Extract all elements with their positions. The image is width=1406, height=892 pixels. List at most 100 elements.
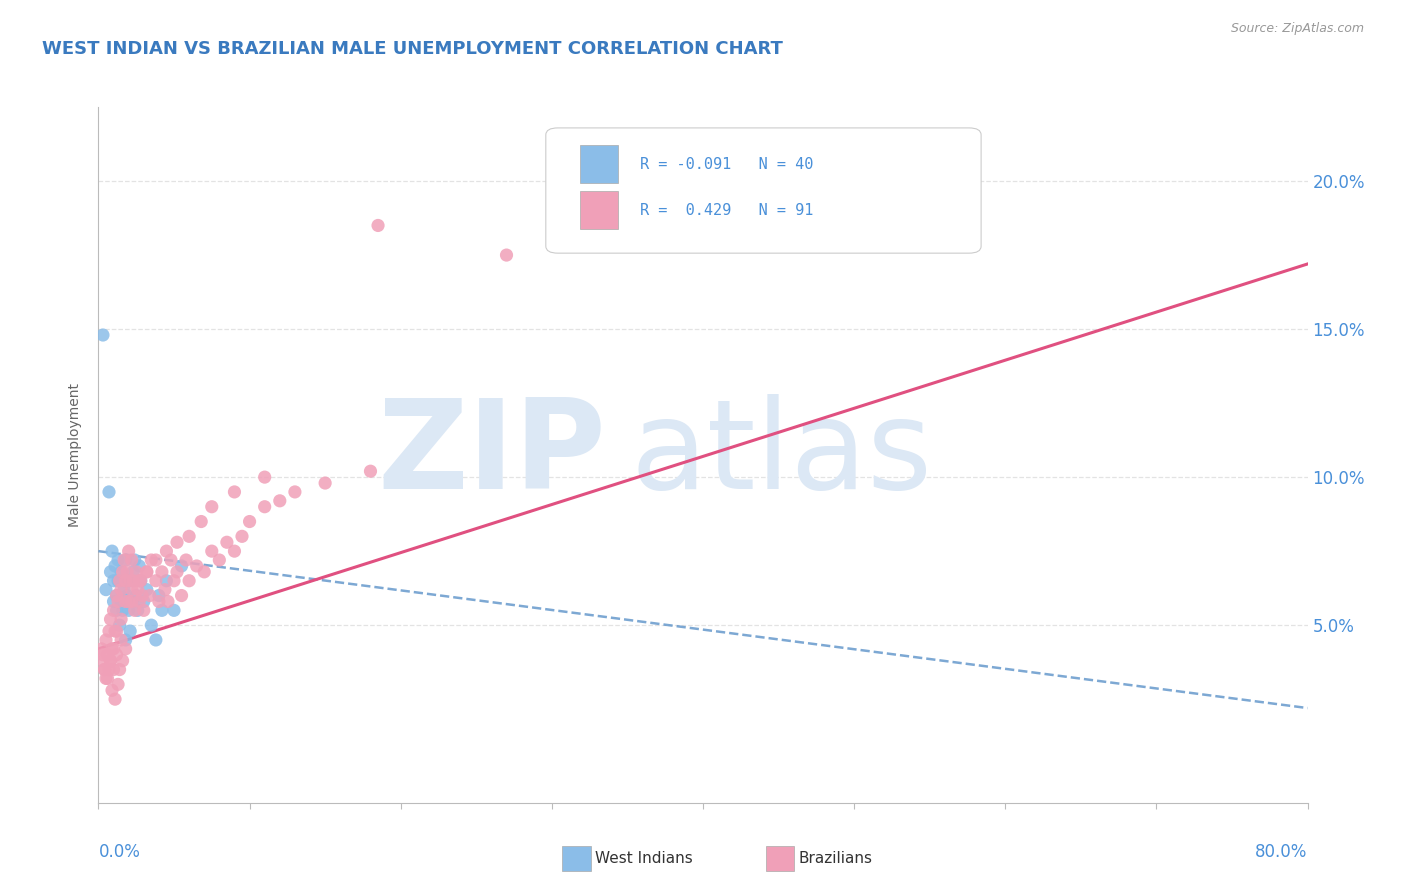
Point bbox=[190, 515, 212, 529]
Point bbox=[132, 594, 155, 608]
Point bbox=[100, 654, 122, 668]
Point bbox=[201, 500, 224, 514]
Point bbox=[101, 683, 124, 698]
Point bbox=[96, 672, 118, 686]
Point bbox=[122, 574, 145, 588]
Point bbox=[103, 663, 125, 677]
Point bbox=[110, 582, 132, 597]
Point bbox=[231, 529, 253, 543]
Point bbox=[139, 589, 162, 603]
Point bbox=[94, 672, 117, 686]
Point bbox=[108, 618, 131, 632]
Text: R = -0.091   N = 40: R = -0.091 N = 40 bbox=[640, 157, 814, 171]
Point bbox=[114, 574, 136, 588]
Point bbox=[360, 464, 382, 478]
Bar bbox=[579, 145, 619, 183]
Point bbox=[110, 612, 132, 626]
Text: ZIP: ZIP bbox=[378, 394, 606, 516]
Point bbox=[122, 565, 145, 579]
Point bbox=[224, 484, 246, 499]
Point bbox=[129, 574, 152, 588]
Bar bbox=[579, 191, 619, 229]
Point bbox=[100, 565, 122, 579]
FancyBboxPatch shape bbox=[546, 128, 981, 253]
Point bbox=[153, 582, 176, 597]
Point bbox=[224, 544, 246, 558]
Point bbox=[156, 594, 179, 608]
Text: 80.0%: 80.0% bbox=[1256, 843, 1308, 861]
Point bbox=[105, 603, 128, 617]
Point bbox=[163, 603, 186, 617]
Point bbox=[163, 574, 186, 588]
Point bbox=[150, 565, 173, 579]
Point bbox=[253, 470, 276, 484]
Point bbox=[107, 677, 129, 691]
Point bbox=[108, 574, 131, 588]
Point bbox=[100, 654, 122, 668]
Point bbox=[128, 574, 150, 588]
Point bbox=[105, 589, 128, 603]
Point bbox=[201, 544, 224, 558]
Point bbox=[145, 632, 167, 647]
Point bbox=[155, 544, 177, 558]
Point bbox=[124, 603, 146, 617]
Point bbox=[253, 500, 276, 514]
Point bbox=[111, 603, 134, 617]
Point bbox=[367, 219, 389, 233]
Point bbox=[186, 558, 208, 573]
Point bbox=[115, 565, 138, 579]
Point bbox=[107, 553, 129, 567]
Text: Brazilians: Brazilians bbox=[799, 851, 873, 865]
Point bbox=[148, 594, 170, 608]
Point bbox=[131, 589, 153, 603]
Point bbox=[114, 641, 136, 656]
Point bbox=[170, 558, 193, 573]
Point bbox=[166, 535, 188, 549]
Point bbox=[110, 594, 132, 608]
Point bbox=[90, 641, 112, 656]
Point bbox=[179, 529, 201, 543]
Point bbox=[121, 574, 143, 588]
Point bbox=[118, 574, 141, 588]
Point bbox=[104, 692, 127, 706]
Point bbox=[127, 603, 149, 617]
Point bbox=[98, 663, 121, 677]
Point bbox=[121, 594, 143, 608]
Text: WEST INDIAN VS BRAZILIAN MALE UNEMPLOYMENT CORRELATION CHART: WEST INDIAN VS BRAZILIAN MALE UNEMPLOYME… bbox=[42, 40, 783, 58]
Point bbox=[103, 603, 125, 617]
Point bbox=[101, 641, 124, 656]
Point bbox=[141, 553, 163, 567]
Point bbox=[121, 582, 143, 597]
Point bbox=[103, 641, 125, 656]
Point bbox=[166, 565, 188, 579]
Point bbox=[239, 515, 262, 529]
Point bbox=[100, 612, 122, 626]
Point bbox=[118, 603, 141, 617]
Point bbox=[135, 565, 157, 579]
Point bbox=[93, 663, 115, 677]
Point bbox=[111, 654, 134, 668]
Text: atlas: atlas bbox=[630, 394, 932, 516]
Point bbox=[118, 594, 141, 608]
Point bbox=[121, 553, 143, 567]
Point bbox=[91, 328, 114, 343]
Point bbox=[98, 484, 121, 499]
Point bbox=[105, 589, 128, 603]
Point bbox=[284, 484, 307, 499]
Point bbox=[129, 574, 152, 588]
Point bbox=[98, 624, 121, 638]
Point bbox=[105, 624, 128, 638]
Point bbox=[145, 553, 167, 567]
Point bbox=[110, 632, 132, 647]
Point bbox=[170, 589, 193, 603]
Point bbox=[107, 574, 129, 588]
Point bbox=[125, 565, 148, 579]
Point bbox=[132, 603, 155, 617]
Point bbox=[150, 603, 173, 617]
Point bbox=[128, 594, 150, 608]
Point bbox=[114, 553, 136, 567]
Point bbox=[155, 574, 177, 588]
Point bbox=[145, 574, 167, 588]
Point bbox=[148, 589, 170, 603]
Point bbox=[120, 624, 142, 638]
